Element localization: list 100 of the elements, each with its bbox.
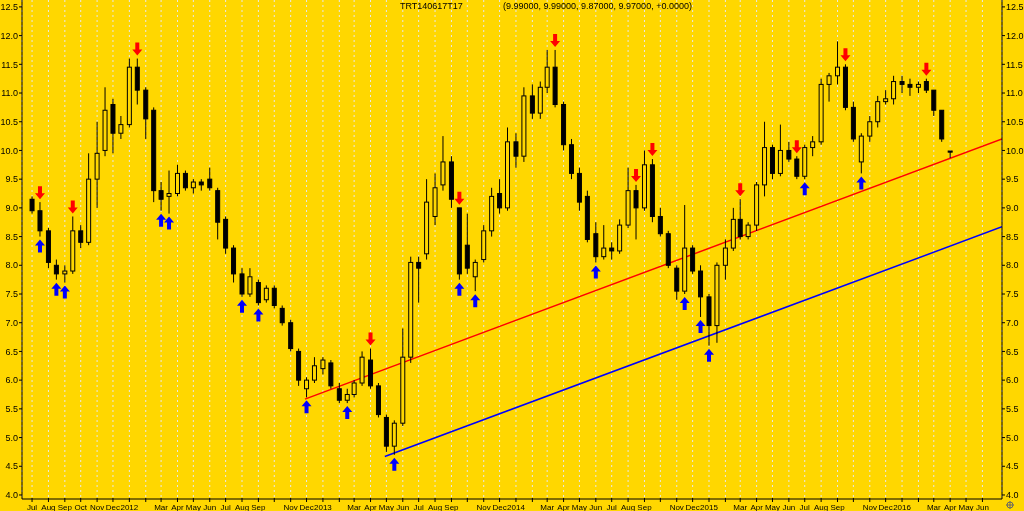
x-tick-label: Apr (557, 503, 571, 511)
x-tick-label: Aug (620, 503, 636, 511)
candlestick (416, 256, 422, 304)
x-tick-label: Mar (347, 503, 362, 511)
candlestick (78, 224, 84, 249)
candlestick (118, 115, 124, 140)
x-tick-label: May (571, 503, 587, 511)
candlestick (391, 419, 397, 456)
candlestick (722, 238, 728, 281)
x-tick-label: Mar (154, 503, 169, 511)
candlestick (737, 198, 743, 240)
x-tick-label: Nov (669, 503, 684, 511)
candlestick (794, 155, 800, 180)
x-tick-label: 2013 (314, 503, 333, 511)
y2-tick-label: 12.5 (1006, 2, 1024, 13)
x-tick-label: Aug (814, 503, 829, 511)
candlestick (497, 178, 503, 215)
x-tick-label: Nov (283, 503, 298, 511)
candlestick (239, 267, 245, 298)
x-tick-label: Apr (364, 503, 378, 511)
x-tick-label: Apr (750, 503, 764, 511)
y-tick-label: 7.5 (5, 289, 18, 300)
candlestick (328, 359, 334, 390)
y2-tick-label: 7.5 (1006, 289, 1019, 300)
y-tick-label: 8.0 (5, 260, 18, 271)
candlestick (464, 213, 470, 275)
candlestick (674, 264, 680, 301)
candlestick (166, 170, 172, 215)
candlestick (255, 279, 261, 306)
x-tick-label: May (764, 503, 781, 511)
y2-tick-label: 5.5 (1006, 404, 1019, 415)
candlestick (593, 221, 599, 263)
y2-tick-label: 8.0 (1006, 260, 1019, 271)
candlestick (311, 356, 317, 384)
candlestick (304, 376, 310, 398)
candlestick (279, 304, 285, 327)
x-tick-label: Aug (41, 503, 56, 511)
y2-tick-label: 11.0 (1006, 88, 1023, 99)
candlestick (207, 167, 213, 192)
x-tick-label: Mar (926, 503, 941, 511)
candlestick (931, 89, 937, 117)
candlestick (544, 49, 550, 94)
x-tick-label: Jun (396, 503, 410, 511)
candlestick (777, 124, 783, 177)
x-tick-label: Dec (492, 503, 507, 511)
x-tick-label: Jun (589, 503, 603, 511)
y-tick-label: 11.0 (1, 88, 18, 99)
y2-tick-label: 9.0 (1006, 203, 1019, 214)
candlestick (633, 184, 639, 240)
y-tick-label: 9.5 (5, 174, 18, 185)
x-tick-label: Sep (57, 503, 73, 511)
x-tick-label: May (378, 503, 394, 511)
x-tick-label: Jul (413, 503, 424, 511)
x-tick-label: 2015 (700, 503, 719, 511)
candlestick (891, 75, 897, 106)
y-tick-label: 6.5 (5, 346, 18, 357)
x-tick-label: Apr (171, 503, 185, 511)
y2-tick-label: 9.5 (1006, 174, 1019, 185)
x-tick-label: Dec (878, 503, 893, 511)
candlestick (247, 267, 253, 298)
y-tick-label: 10.0 (0, 145, 18, 156)
x-tick-label: Dec (685, 503, 700, 511)
candlestick (657, 207, 663, 238)
x-tick-label: Mar (733, 503, 748, 511)
y-tick-label: 4.5 (5, 461, 18, 472)
candlestick (907, 78, 913, 97)
x-tick-label: Jul (799, 503, 811, 511)
x-tick-label: Sep (251, 503, 267, 511)
candlestick (826, 72, 832, 103)
x-tick-label: Nov (862, 503, 877, 511)
y2-tick-label: 6.5 (1006, 346, 1019, 357)
chart-title: TRT140617T17 (400, 1, 463, 11)
x-tick-label: Jul (26, 503, 38, 511)
y2-tick-label: 10.0 (1006, 145, 1024, 156)
candlestick (601, 224, 607, 261)
x-tick-label: Dec (105, 503, 121, 511)
y-tick-label: 10.5 (0, 116, 18, 127)
y-tick-label: 12.0 (0, 30, 18, 41)
candlestick (472, 259, 478, 292)
candlestick (810, 135, 816, 157)
x-tick-label: Jun (203, 503, 217, 511)
candlestick (875, 95, 881, 128)
candlestick (174, 164, 180, 197)
x-tick-label: May (185, 503, 201, 511)
x-tick-label: Aug (427, 503, 443, 511)
y2-tick-label: 7.0 (1006, 317, 1019, 328)
y2-tick-label: 11.5 (1006, 59, 1023, 70)
y-tick-label: 12.5 (0, 2, 18, 13)
x-tick-label: Nov (476, 503, 491, 511)
y-tick-label: 9.0 (5, 203, 18, 214)
candlestick (37, 201, 43, 238)
candlestick (690, 244, 696, 275)
x-tick-label: Sep (830, 503, 846, 511)
y-tick-label: 7.0 (5, 317, 18, 328)
y-tick-label: 6.0 (5, 375, 18, 386)
x-tick-label: 2014 (507, 503, 526, 511)
candlestick (440, 135, 446, 192)
y2-tick-label: 12.0 (1006, 30, 1024, 41)
y2-tick-label: 5.0 (1006, 432, 1019, 443)
y-tick-label: 5.0 (5, 432, 18, 443)
